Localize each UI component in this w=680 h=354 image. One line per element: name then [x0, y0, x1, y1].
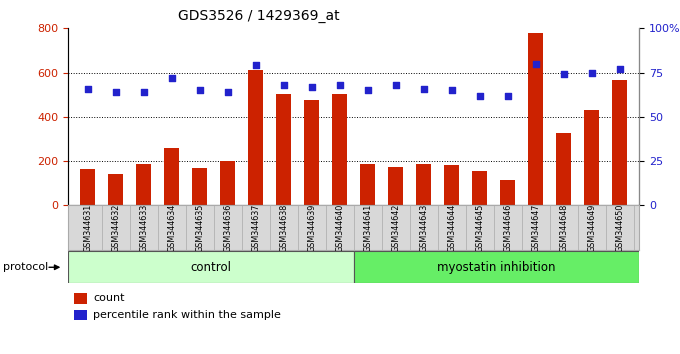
Text: GDS3526 / 1429369_at: GDS3526 / 1429369_at [177, 9, 339, 23]
Bar [612, 80, 628, 205]
Text: GSM344633: GSM344633 [139, 203, 148, 252]
Bar [136, 164, 151, 205]
Point [418, 86, 429, 91]
Bar [164, 148, 180, 205]
Point [278, 82, 289, 88]
Bar [276, 93, 291, 205]
Text: GSM344634: GSM344634 [167, 203, 176, 252]
Bar [73, 310, 88, 320]
Point [390, 82, 401, 88]
Text: GSM344647: GSM344647 [531, 203, 540, 252]
Point [614, 66, 625, 72]
Point [194, 87, 205, 93]
Point [502, 93, 513, 98]
Bar [248, 70, 263, 205]
Text: GSM344646: GSM344646 [503, 203, 512, 252]
Point [334, 82, 345, 88]
Point [362, 87, 373, 93]
Text: count: count [93, 293, 124, 303]
Bar [360, 164, 375, 205]
Text: protocol: protocol [3, 262, 49, 272]
Text: GSM344643: GSM344643 [419, 203, 428, 252]
Text: GSM344635: GSM344635 [195, 203, 204, 252]
FancyBboxPatch shape [68, 251, 354, 283]
Text: control: control [190, 261, 231, 274]
Bar [332, 93, 347, 205]
Bar [388, 167, 403, 205]
Text: GSM344641: GSM344641 [363, 203, 372, 252]
Bar [500, 180, 515, 205]
Point [474, 93, 485, 98]
Bar [220, 161, 235, 205]
Text: GSM344632: GSM344632 [111, 203, 120, 252]
Bar [416, 164, 431, 205]
Bar [304, 100, 320, 205]
Bar [108, 175, 123, 205]
Point [110, 89, 121, 95]
Text: GSM344640: GSM344640 [335, 203, 344, 252]
Text: myostatin inhibition: myostatin inhibition [437, 261, 556, 274]
FancyBboxPatch shape [354, 251, 639, 283]
Text: GSM344644: GSM344644 [447, 203, 456, 252]
Point [306, 84, 317, 90]
Text: GSM344638: GSM344638 [279, 203, 288, 252]
Point [82, 86, 93, 91]
Bar [80, 169, 95, 205]
Point [446, 87, 457, 93]
Bar [472, 171, 488, 205]
Bar [444, 166, 459, 205]
Text: GSM344636: GSM344636 [223, 203, 232, 252]
Point [166, 75, 177, 81]
Point [530, 61, 541, 67]
Point [586, 70, 597, 75]
Text: percentile rank within the sample: percentile rank within the sample [93, 310, 281, 320]
Text: GSM344639: GSM344639 [307, 203, 316, 252]
Text: GSM344649: GSM344649 [587, 203, 596, 252]
Point [250, 63, 261, 68]
Bar [192, 168, 207, 205]
Point [138, 89, 149, 95]
Text: GSM344631: GSM344631 [83, 203, 92, 252]
Text: GSM344650: GSM344650 [615, 203, 624, 252]
Bar [528, 33, 543, 205]
Bar [73, 293, 88, 304]
Point [222, 89, 233, 95]
Text: GSM344648: GSM344648 [559, 203, 568, 252]
Text: GSM344642: GSM344642 [391, 203, 400, 252]
Bar [556, 133, 571, 205]
Text: GSM344637: GSM344637 [251, 203, 260, 252]
Bar [584, 110, 599, 205]
Point [558, 72, 569, 77]
Text: GSM344645: GSM344645 [475, 203, 484, 252]
